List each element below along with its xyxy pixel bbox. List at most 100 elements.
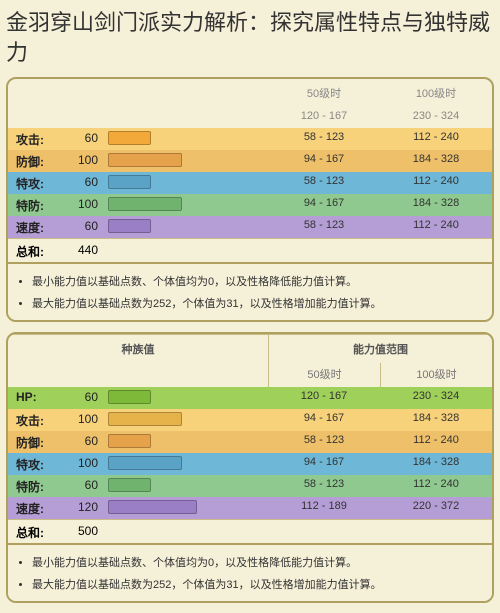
stat-value: 60 [66, 172, 108, 194]
stat-row: HP:60 120 - 167230 - 324 [8, 387, 492, 409]
stat-row: 特攻:60 58 - 123112 - 240 [8, 172, 492, 194]
stat-bar-wrap [108, 128, 268, 150]
range-lv100: 112 - 240 [380, 172, 492, 194]
note-item: 最小能力值以基础点数、个体值均为0，以及性格降低能力值计算。 [32, 551, 488, 573]
range-lv100: 112 - 240 [380, 431, 492, 453]
range-lv50: 58 - 123 [268, 172, 380, 194]
stat-bar [108, 478, 151, 492]
stat-row: 特防:60 58 - 123112 - 240 [8, 475, 492, 497]
stat-value: 60 [66, 128, 108, 150]
range-lv100: 112 - 240 [380, 128, 492, 150]
stat-bar [108, 412, 182, 426]
stat-value: 60 [66, 216, 108, 238]
stat-bar-wrap [108, 475, 268, 497]
note-item: 最大能力值以基础点数为252，个体值为31，以及性格增加能力值计算。 [32, 292, 488, 314]
stat-name: 特攻: [8, 172, 66, 194]
range-lv100: 220 - 372 [380, 497, 492, 519]
stat-bar [108, 390, 151, 404]
total-row: 总和: 440 [8, 238, 492, 262]
range-lv100: 184 - 328 [380, 409, 492, 431]
stat-bar [108, 175, 151, 189]
note-item: 最小能力值以基础点数、个体值均为0，以及性格降低能力值计算。 [32, 270, 488, 292]
stat-bar-wrap [108, 387, 268, 409]
stat-name: 速度: [8, 497, 66, 519]
col-range: 能力值范围 [268, 335, 492, 363]
stat-row: 防御:60 58 - 123112 - 240 [8, 431, 492, 453]
range-lv100: 112 - 240 [380, 216, 492, 238]
stat-name: 特防: [8, 475, 66, 497]
notes-list: 最小能力值以基础点数、个体值均为0，以及性格降低能力值计算。最大能力值以基础点数… [8, 262, 492, 320]
stat-bar-wrap [108, 409, 268, 431]
hp-ghost-row: 120 - 167 230 - 324 [8, 107, 492, 128]
stat-name: HP: [8, 387, 66, 409]
total-value: 500 [66, 520, 108, 543]
stat-value: 120 [66, 497, 108, 519]
stat-value: 100 [66, 453, 108, 475]
stat-bar [108, 434, 151, 448]
stat-row: 攻击:60 58 - 123112 - 240 [8, 128, 492, 150]
stat-name: 特防: [8, 194, 66, 216]
range-lv50: 94 - 167 [268, 409, 380, 431]
stats-panel-top: 50级时 100级时 120 - 167 230 - 324 攻击:6058 -… [6, 77, 494, 322]
stat-bar-wrap [108, 453, 268, 475]
stat-row: 速度:120 112 - 189220 - 372 [8, 497, 492, 519]
col-lv50: 50级时 [268, 79, 380, 107]
range-lv50: 112 - 189 [268, 497, 380, 519]
stat-bar [108, 197, 182, 211]
range-lv50: 58 - 123 [268, 475, 380, 497]
range-lv50: 58 - 123 [268, 128, 380, 150]
stat-bar-wrap [108, 150, 268, 172]
range-lv50: 58 - 123 [268, 431, 380, 453]
stat-bar-wrap [108, 431, 268, 453]
range-lv100: 112 - 240 [380, 475, 492, 497]
range-lv50: 58 - 123 [268, 216, 380, 238]
stat-name: 速度: [8, 216, 66, 238]
total-value: 440 [66, 239, 108, 262]
stats-panel-bottom: 种族值 能力值范围 50级时 100级时 HP:60120 - 167230 -… [6, 332, 494, 603]
page-title: 金羽穿山剑门派实力解析：探究属性特点与独特威力 [0, 0, 500, 73]
range-lv100: 184 - 328 [380, 194, 492, 216]
header-row-1: 种族值 能力值范围 [8, 334, 492, 363]
total-label: 总和: [8, 520, 66, 543]
range-lv50: 94 - 167 [268, 453, 380, 475]
stat-value: 100 [66, 150, 108, 172]
range-lv100: 230 - 324 [380, 387, 492, 409]
stat-value: 60 [66, 431, 108, 453]
stat-value: 100 [66, 194, 108, 216]
stat-name: 攻击: [8, 409, 66, 431]
total-row: 总和: 500 [8, 519, 492, 543]
stat-row: 特防:100 94 - 167184 - 328 [8, 194, 492, 216]
stat-name: 特攻: [8, 453, 66, 475]
stat-row: 攻击:10094 - 167184 - 328 [8, 409, 492, 431]
hp-ghost-50: 120 - 167 [268, 107, 380, 128]
col-lv100: 100级时 [380, 79, 492, 107]
stat-bar-wrap [108, 194, 268, 216]
stat-bar [108, 219, 151, 233]
stat-name: 攻击: [8, 128, 66, 150]
notes-list: 最小能力值以基础点数、个体值均为0，以及性格降低能力值计算。最大能力值以基础点数… [8, 543, 492, 601]
header-row-2: 50级时 100级时 [8, 363, 492, 387]
stat-row: 特攻:10094 - 167184 - 328 [8, 453, 492, 475]
range-lv50: 120 - 167 [268, 387, 380, 409]
stat-name: 防御: [8, 431, 66, 453]
total-label: 总和: [8, 239, 66, 262]
range-lv100: 184 - 328 [380, 150, 492, 172]
stat-name: 防御: [8, 150, 66, 172]
stat-bar-wrap [108, 172, 268, 194]
stat-row: 防御:100 94 - 167184 - 328 [8, 150, 492, 172]
stat-bar-wrap [108, 497, 268, 519]
stat-value: 60 [66, 475, 108, 497]
col-lv100: 100级时 [380, 363, 492, 387]
stat-bar [108, 500, 197, 514]
col-header-row: 50级时 100级时 [8, 79, 492, 107]
stats-rows: HP:60120 - 167230 - 324攻击:10094 - 167184… [8, 387, 492, 519]
stat-value: 60 [66, 387, 108, 409]
stat-bar [108, 153, 182, 167]
col-lv50: 50级时 [268, 363, 380, 387]
stat-bar [108, 131, 151, 145]
range-lv50: 94 - 167 [268, 150, 380, 172]
stat-row: 速度:60 58 - 123112 - 240 [8, 216, 492, 238]
stats-rows: 攻击:6058 - 123112 - 240防御:10094 - 167184 … [8, 128, 492, 238]
stat-bar [108, 456, 182, 470]
range-lv50: 94 - 167 [268, 194, 380, 216]
